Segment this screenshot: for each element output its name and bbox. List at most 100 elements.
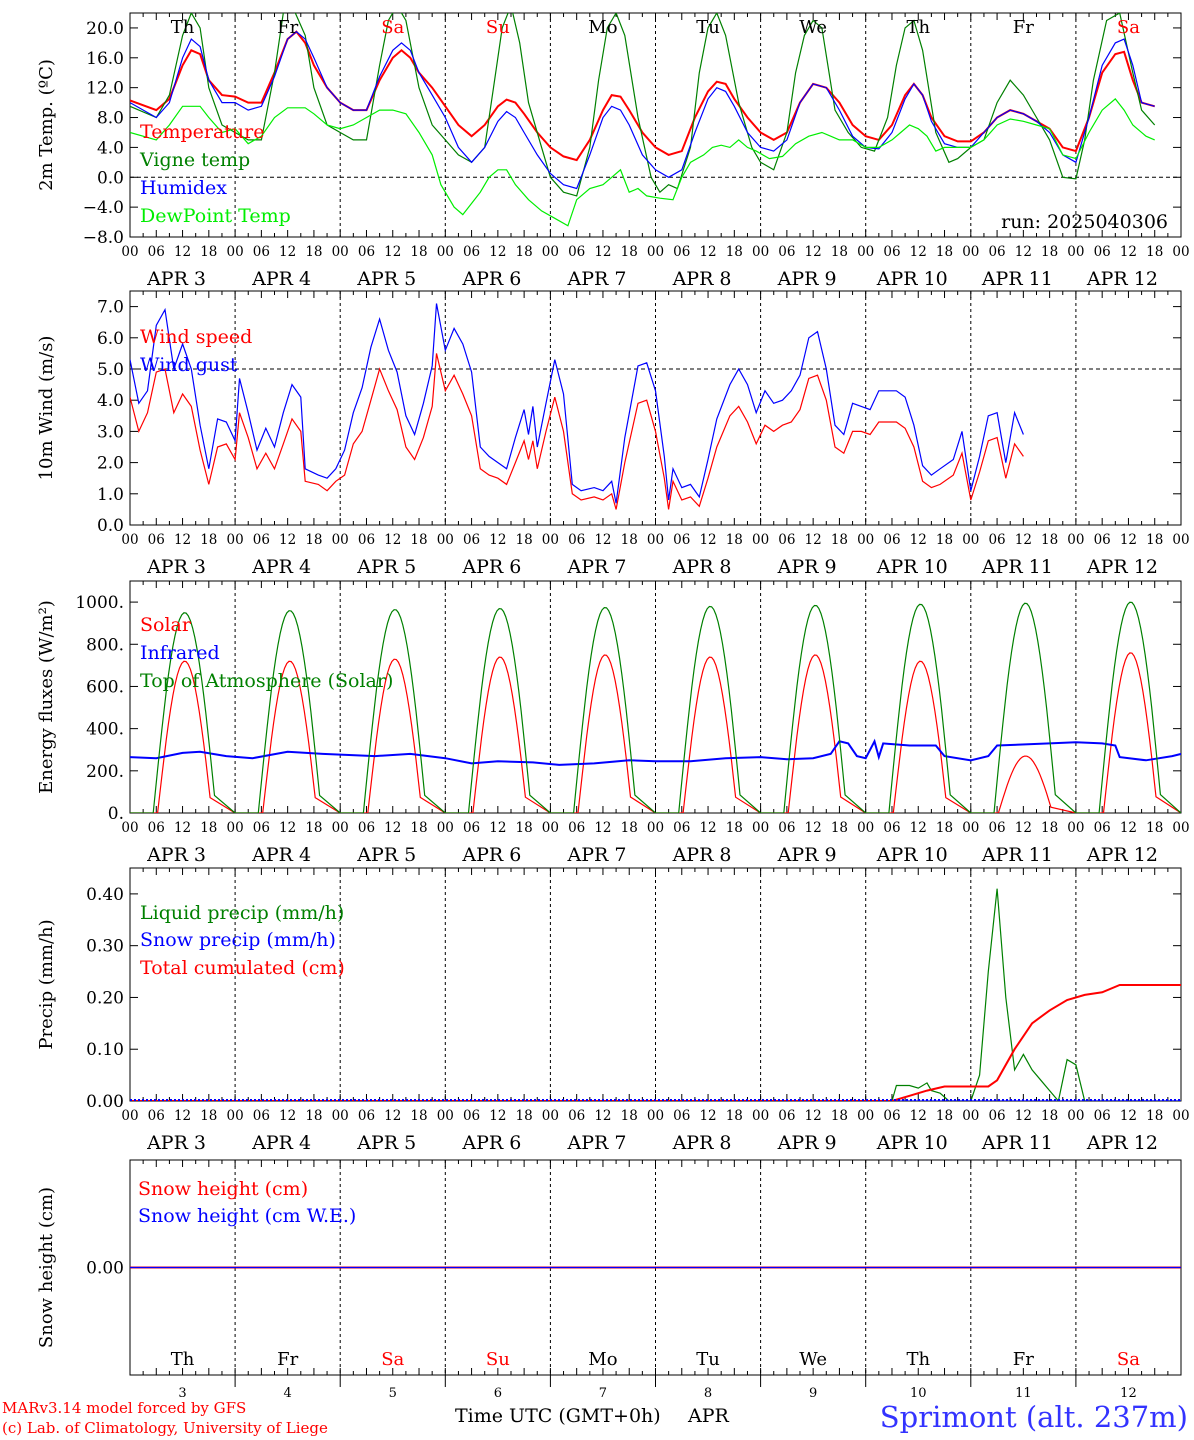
day-name-label: Mo: [588, 1349, 617, 1370]
hour-tick-label: 18: [305, 532, 322, 548]
legend-liquid-precip-mm-h-: Liquid precip (mm/h): [140, 902, 344, 924]
hour-tick-label: 00: [542, 1108, 559, 1124]
y-axis-label: 2m Temp. (ºC): [36, 59, 57, 191]
y-tick-label: 0.30: [86, 937, 124, 957]
date-label: APR 4: [251, 844, 311, 866]
hour-tick-label: 00: [227, 820, 244, 836]
date-label: APR 9: [777, 844, 837, 866]
date-label: APR 3: [146, 268, 206, 290]
hour-tick-label: 06: [358, 1108, 375, 1124]
hour-tick-label: 18: [726, 532, 743, 548]
y-tick-label: 20.0: [86, 19, 124, 39]
hour-tick-label: 06: [673, 244, 690, 260]
hour-tick-label: 18: [831, 532, 848, 548]
hour-tick-label: 06: [568, 1108, 585, 1124]
hour-tick-label: 18: [1041, 244, 1058, 260]
hour-tick-label: 06: [988, 820, 1005, 836]
date-label: APR 6: [461, 1132, 521, 1154]
y-tick-label: 7.0: [97, 298, 124, 318]
hour-tick-label: 00: [227, 244, 244, 260]
hour-tick-label: 12: [1120, 1108, 1137, 1124]
hour-tick-label: 00: [752, 244, 769, 260]
hour-tick-label: 00: [962, 820, 979, 836]
hour-tick-label: 06: [1094, 532, 1111, 548]
hour-tick-label: 18: [200, 532, 217, 548]
legend-vigne-temp: Vigne temp: [139, 149, 250, 171]
day-name-label: Sa: [1117, 1349, 1140, 1370]
date-label: APR 5: [356, 556, 416, 578]
date-label: APR 6: [461, 556, 521, 578]
hour-tick-label: 18: [1041, 1108, 1058, 1124]
hour-tick-label: 12: [174, 532, 191, 548]
hour-tick-label: 06: [883, 1108, 900, 1124]
date-label: APR 3: [146, 1132, 206, 1154]
day-name-label: Fr: [1013, 17, 1034, 38]
lab-credit: (c) Lab. of Climatology, University of L…: [2, 1419, 328, 1437]
day-number-label: 5: [389, 1386, 397, 1401]
hour-tick-label: 18: [200, 1108, 217, 1124]
hour-tick-label: 12: [594, 1108, 611, 1124]
hour-tick-label: 12: [1120, 820, 1137, 836]
date-label: APR 7: [566, 268, 626, 290]
hour-tick-label: 06: [148, 532, 165, 548]
y-tick-label: 16.0: [86, 49, 124, 69]
hour-tick-label: 06: [1094, 1108, 1111, 1124]
hour-tick-label: 12: [699, 532, 716, 548]
day-name-label: Th: [171, 17, 195, 38]
day-name-label: Th: [906, 1349, 930, 1370]
hour-tick-label: 12: [384, 244, 401, 260]
hour-tick-label: 18: [1041, 532, 1058, 548]
hour-tick-label: 00: [121, 820, 138, 836]
hour-tick-label: 00: [962, 1108, 979, 1124]
hour-tick-label: 06: [568, 244, 585, 260]
hour-tick-label: 18: [621, 820, 638, 836]
hour-tick-label: 12: [1120, 532, 1137, 548]
hour-tick-label: 00: [1067, 244, 1084, 260]
hour-tick-label: 06: [1094, 820, 1111, 836]
day-name-label: Fr: [277, 17, 298, 38]
legend-infrared: Infrared: [140, 642, 220, 664]
hour-tick-label: 18: [1146, 1108, 1163, 1124]
y-tick-label: 6.0: [97, 329, 124, 349]
hour-tick-label: 06: [778, 820, 795, 836]
hour-tick-label: 18: [200, 820, 217, 836]
hour-tick-label: 00: [332, 244, 349, 260]
hour-tick-label: 18: [516, 532, 533, 548]
date-label: APR 3: [146, 556, 206, 578]
date-label: APR 10: [876, 1132, 948, 1154]
panel-1: [129, 12, 1182, 238]
hour-tick-label: 18: [305, 820, 322, 836]
hour-tick-label: 06: [778, 244, 795, 260]
hour-tick-label: 18: [936, 532, 953, 548]
legend-top-of-atmosphere-solar-: Top of Atmosphere (Solar): [140, 670, 393, 692]
day-name-label: We: [799, 17, 827, 38]
month-label: APR: [688, 1405, 729, 1427]
y-axis-label: Precip (mm/h): [36, 919, 57, 1049]
hour-tick-label: 06: [778, 532, 795, 548]
hour-tick-label: 06: [358, 532, 375, 548]
date-label: APR 11: [981, 268, 1053, 290]
hour-tick-label: 12: [1015, 532, 1032, 548]
hour-tick-label: 06: [673, 1108, 690, 1124]
series-wind-speed: [130, 353, 1024, 510]
hour-tick-label: 06: [883, 820, 900, 836]
hour-tick-label: 12: [384, 820, 401, 836]
date-label: APR 10: [876, 844, 948, 866]
hour-tick-label: 18: [516, 820, 533, 836]
hour-tick-label: 00: [437, 244, 454, 260]
hour-tick-label: 00: [647, 532, 664, 548]
legend-dewpoint-temp: DewPoint Temp: [140, 205, 291, 227]
plot-frame: [129, 12, 1182, 238]
hour-tick-label: 00: [1067, 1108, 1084, 1124]
hour-tick-label: 12: [1015, 820, 1032, 836]
hour-tick-label: 00: [121, 244, 138, 260]
day-number-label: 10: [910, 1386, 927, 1401]
day-name-label: We: [799, 1349, 827, 1370]
legend-snow-height-cm-w-e-: Snow height (cm W.E.): [138, 1205, 356, 1227]
day-name-label: Fr: [1013, 1349, 1034, 1370]
date-label: APR 9: [777, 1132, 837, 1154]
date-label: APR 8: [672, 1132, 732, 1154]
date-label: APR 12: [1086, 844, 1158, 866]
panel-4: [129, 867, 1182, 1102]
hour-tick-label: 18: [726, 244, 743, 260]
